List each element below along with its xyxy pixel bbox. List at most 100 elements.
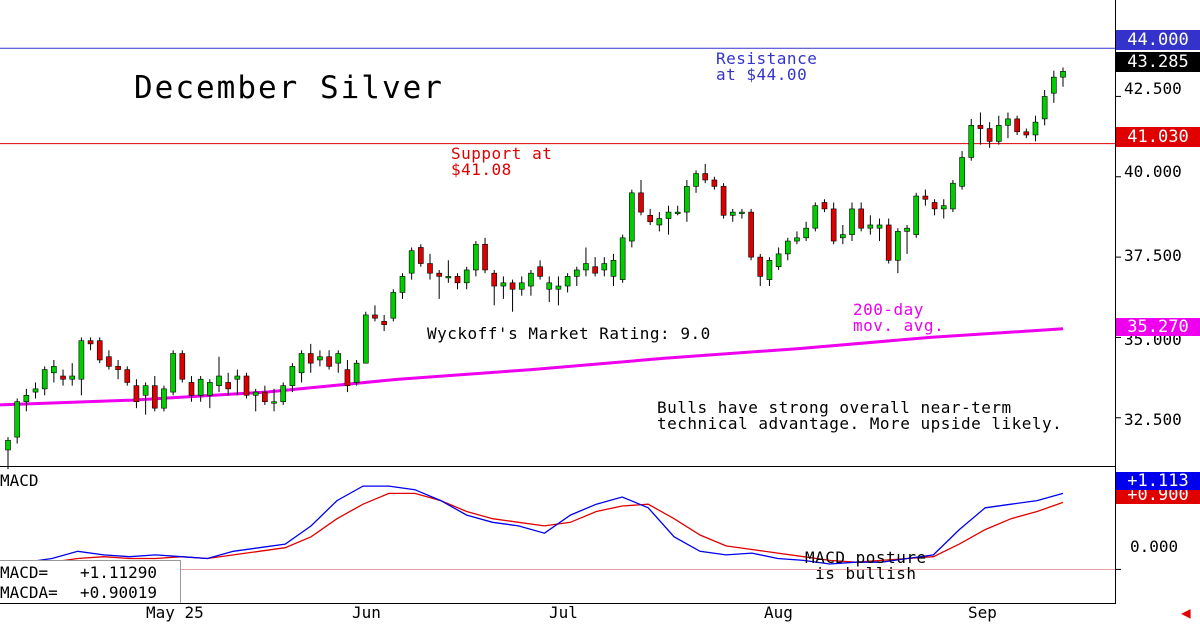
candle-body — [592, 266, 598, 274]
candle-body — [1032, 121, 1039, 136]
macd-lines — [0, 485, 1064, 574]
candle-body — [188, 382, 195, 396]
candle-body — [775, 253, 782, 268]
x-axis-label: Jun — [352, 603, 381, 622]
candle-body — [289, 366, 296, 386]
candle-body — [197, 378, 204, 396]
candle-body — [372, 314, 378, 319]
candle-body — [757, 256, 764, 277]
candle-body — [225, 382, 231, 390]
candle-body — [812, 205, 819, 229]
candle-body — [87, 340, 94, 345]
candle-body — [69, 375, 76, 380]
candle-body — [207, 382, 213, 396]
moving-average-200-line — [0, 327, 1064, 407]
candle-body — [170, 353, 176, 393]
y-axis-label: 40.000 — [1124, 162, 1182, 181]
candle-body — [5, 439, 11, 451]
macd-readout-label: MACD= — [0, 563, 49, 582]
outlook-annotation: Bulls have strong overall near-term tech… — [657, 398, 1063, 433]
candle-body — [794, 237, 800, 242]
candle-body — [179, 353, 186, 380]
candle-body — [537, 266, 543, 277]
candle-body — [867, 224, 874, 229]
candle-body — [271, 401, 277, 404]
candle-body — [977, 125, 984, 129]
candle-body — [1005, 118, 1011, 126]
candle-body — [500, 282, 507, 287]
candle-body — [647, 215, 653, 223]
candle-body — [968, 125, 975, 158]
candle-body — [14, 401, 20, 438]
scroll-left-arrow-icon[interactable]: ◀ — [1181, 603, 1191, 622]
axis-ticks — [1115, 95, 1121, 570]
candle-body — [528, 272, 534, 287]
candle-body — [720, 186, 727, 216]
candle-body — [418, 247, 424, 264]
candle-body — [803, 227, 809, 239]
candle-body — [1051, 76, 1057, 94]
candle-body — [243, 375, 250, 396]
candle-body — [830, 208, 837, 242]
candle-body — [821, 202, 828, 210]
candle-body — [583, 263, 589, 271]
candle-body — [133, 385, 140, 403]
macda-price-box: +0.900 — [1116, 486, 1200, 504]
candle-body — [702, 173, 709, 181]
candle-body — [473, 243, 479, 271]
x-axis-label: Jul — [549, 603, 578, 622]
candle-body — [23, 394, 30, 403]
candle-body — [262, 391, 268, 403]
candle-body — [491, 272, 498, 287]
candle-body — [784, 240, 791, 255]
candle-body — [729, 211, 736, 216]
right-axis-line — [1115, 0, 1116, 603]
candle-body — [931, 202, 938, 210]
candle-body — [32, 388, 39, 393]
macd-panel-title: MACD — [0, 471, 39, 490]
candle-body — [876, 224, 883, 229]
candle-body — [78, 340, 85, 380]
market-rating-annotation: Wyckoff's Market Rating: 9.0 — [427, 324, 711, 343]
candle-body — [518, 282, 525, 290]
candle-body — [950, 182, 956, 210]
candle-body — [629, 192, 635, 242]
candle-body — [555, 285, 562, 290]
candle-body — [665, 211, 672, 219]
candle-body — [482, 243, 488, 271]
panel-divider — [0, 466, 1116, 467]
candle-body — [381, 321, 387, 325]
candle-body — [573, 269, 580, 277]
candle-body — [326, 356, 332, 367]
x-axis-label: Aug — [764, 603, 793, 622]
candle-body — [1023, 131, 1030, 136]
candle-body — [564, 276, 571, 287]
resistance-annotation: Resistance at $44.00 — [716, 49, 818, 84]
candle-body — [60, 375, 66, 380]
candle-body — [234, 375, 241, 380]
candle-body — [711, 179, 718, 187]
candle-body — [619, 237, 626, 280]
candle-body — [51, 366, 57, 374]
chart-title: December Silver — [134, 70, 444, 106]
candle-body — [161, 388, 167, 409]
candle-body — [885, 224, 892, 261]
candle-body — [895, 231, 901, 261]
support-price-box: 41.030 — [1116, 127, 1200, 147]
support-annotation: Support at $41.08 — [451, 144, 553, 179]
candle-body — [904, 227, 910, 232]
x-axis-line — [0, 603, 1116, 604]
candle-body — [124, 369, 131, 383]
macd-line — [0, 485, 1064, 574]
candlesticks — [5, 67, 1066, 470]
candle-body — [317, 356, 323, 361]
macd-readout-value: +1.11290 — [80, 563, 158, 582]
candle-body — [106, 356, 112, 367]
candle-body — [546, 282, 553, 290]
candle-body — [684, 186, 690, 213]
candle-body — [986, 128, 993, 142]
candle-body — [151, 385, 158, 409]
candle-body — [922, 195, 929, 200]
candle-body — [445, 276, 452, 279]
x-axis-label: Sep — [968, 603, 997, 622]
